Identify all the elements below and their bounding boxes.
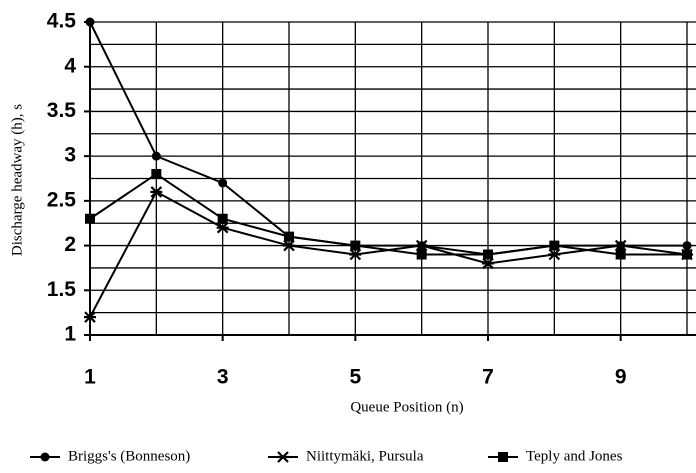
y-tick-label: 1.5	[47, 278, 77, 301]
y-tick-label: 1	[64, 323, 76, 346]
marker	[284, 231, 294, 242]
marker	[483, 249, 493, 260]
marker	[150, 186, 163, 198]
marker	[283, 239, 295, 252]
marker	[498, 452, 508, 462]
x-axis-label: Queue Position (n)	[350, 399, 463, 415]
y-axis-label: Discharge headway (h), s	[9, 104, 25, 256]
y-tick-label: 3.5	[47, 99, 77, 122]
y-tick-label: 2.5	[47, 188, 77, 211]
legend-label: Briggs's (Bonneson)	[68, 448, 190, 464]
legend-label: Teply and Jones	[526, 448, 623, 464]
marker	[40, 452, 50, 462]
marker	[217, 213, 228, 224]
marker	[416, 249, 427, 260]
marker	[549, 240, 560, 251]
marker	[682, 249, 692, 260]
y-tick-label: 2	[64, 233, 76, 256]
y-tick-label: 4	[64, 54, 76, 77]
marker	[614, 239, 627, 252]
y-tick-label: 3	[64, 144, 76, 167]
marker	[482, 257, 494, 270]
marker	[682, 241, 692, 251]
x-tick-label: 1	[84, 366, 96, 389]
marker	[415, 239, 428, 252]
x-tick-label: 7	[482, 366, 494, 389]
marker	[151, 169, 162, 180]
y-tick-label: 4.5	[47, 10, 77, 33]
marker	[84, 311, 96, 323]
marker	[349, 248, 362, 261]
legend-label: Niittymäki, Pursula	[306, 448, 424, 464]
series-line	[89, 21, 687, 256]
marker	[85, 17, 95, 27]
marker	[350, 240, 361, 251]
series-line	[89, 190, 688, 318]
marker	[277, 451, 289, 463]
marker	[216, 221, 229, 234]
marker	[85, 213, 95, 224]
marker	[218, 178, 228, 188]
x-tick-label: 9	[615, 366, 627, 389]
x-tick-label: 5	[349, 366, 361, 389]
series-line	[89, 172, 687, 256]
marker	[548, 248, 561, 261]
x-tick-label: 3	[217, 366, 229, 389]
marker	[615, 249, 626, 260]
marker	[151, 151, 161, 161]
